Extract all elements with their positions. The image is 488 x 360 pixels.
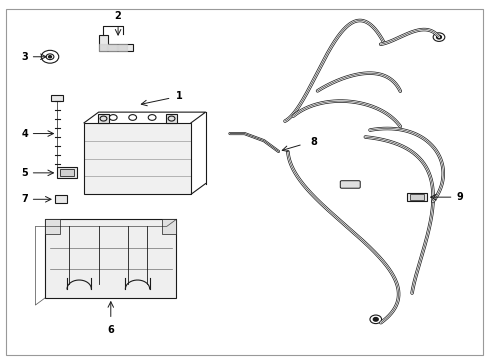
Text: 9: 9 [455,192,462,202]
Bar [51,95,63,102]
Bar [98,114,109,123]
FancyBboxPatch shape [45,219,176,298]
Text: 1: 1 [176,91,183,101]
Text: 7: 7 [21,194,28,204]
Text: 6: 6 [107,325,114,335]
Polygon shape [108,44,117,51]
Bar [162,219,176,234]
Text: 2: 2 [115,11,121,21]
Text: 8: 8 [309,138,316,148]
Polygon shape [99,35,132,51]
FancyBboxPatch shape [407,193,426,202]
Bar [45,219,60,234]
Text: 4: 4 [21,129,28,139]
FancyBboxPatch shape [60,169,74,176]
FancyBboxPatch shape [409,194,424,201]
Circle shape [436,35,441,39]
Polygon shape [99,44,107,51]
Polygon shape [118,44,126,51]
FancyBboxPatch shape [57,167,77,178]
FancyBboxPatch shape [84,123,191,194]
FancyBboxPatch shape [55,195,67,203]
FancyBboxPatch shape [340,181,360,188]
Circle shape [48,56,51,58]
Text: 3: 3 [21,52,28,62]
Circle shape [372,318,377,321]
Bar [165,114,177,123]
Text: 5: 5 [21,168,28,178]
